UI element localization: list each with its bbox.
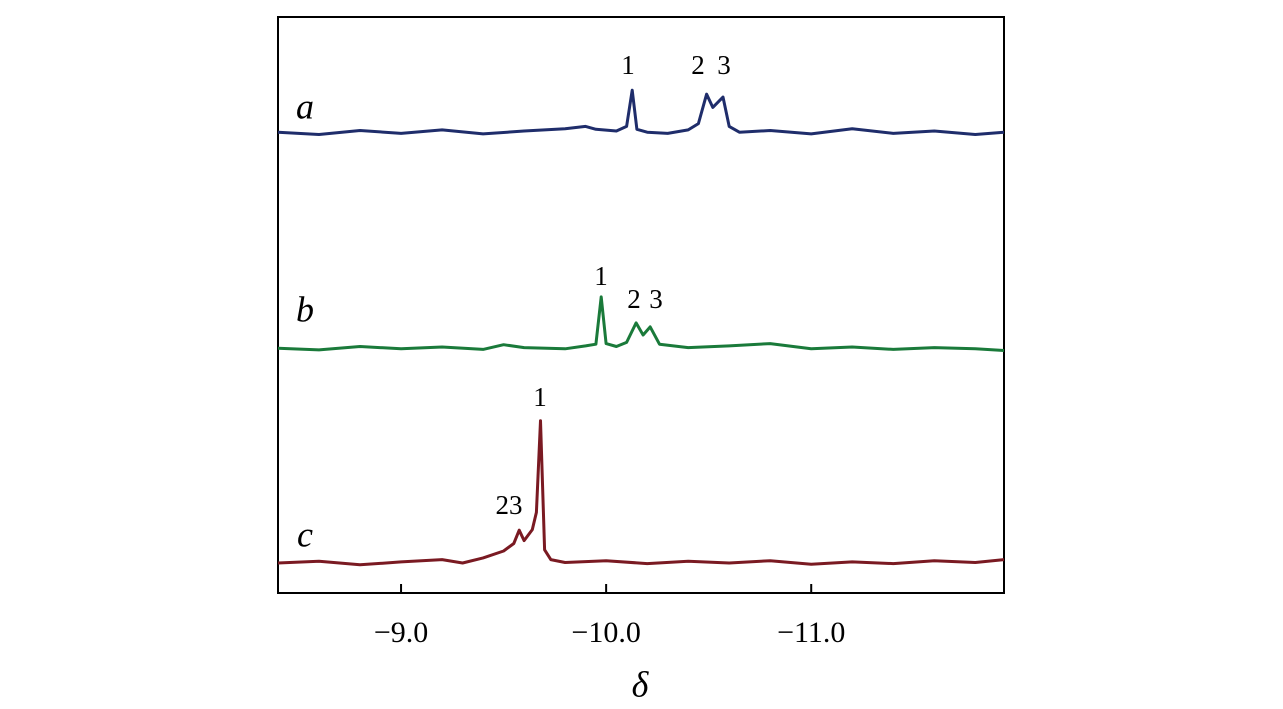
x-tick-label: −11.0	[777, 616, 845, 649]
peak-label: 1	[533, 382, 547, 412]
spectrum-line	[277, 419, 1005, 567]
peak-label: 23	[496, 490, 523, 520]
spectrum-line	[277, 88, 1005, 136]
x-axis-title: δ	[632, 664, 650, 704]
peak-label: 3	[649, 284, 663, 314]
peak-label: 1	[594, 261, 608, 291]
spectrum-line	[277, 295, 1005, 352]
plot-frame	[277, 16, 1005, 594]
peak-label: 2	[691, 50, 705, 80]
series-name: c	[297, 514, 313, 554]
series-name: a	[296, 86, 314, 126]
peak-label: 1	[621, 50, 635, 80]
x-tick-label: −9.0	[374, 616, 428, 649]
peak-label: 3	[717, 50, 731, 80]
peak-label: 2	[627, 284, 641, 314]
x-tick-label: −10.0	[571, 616, 640, 649]
series-name: b	[296, 289, 314, 329]
